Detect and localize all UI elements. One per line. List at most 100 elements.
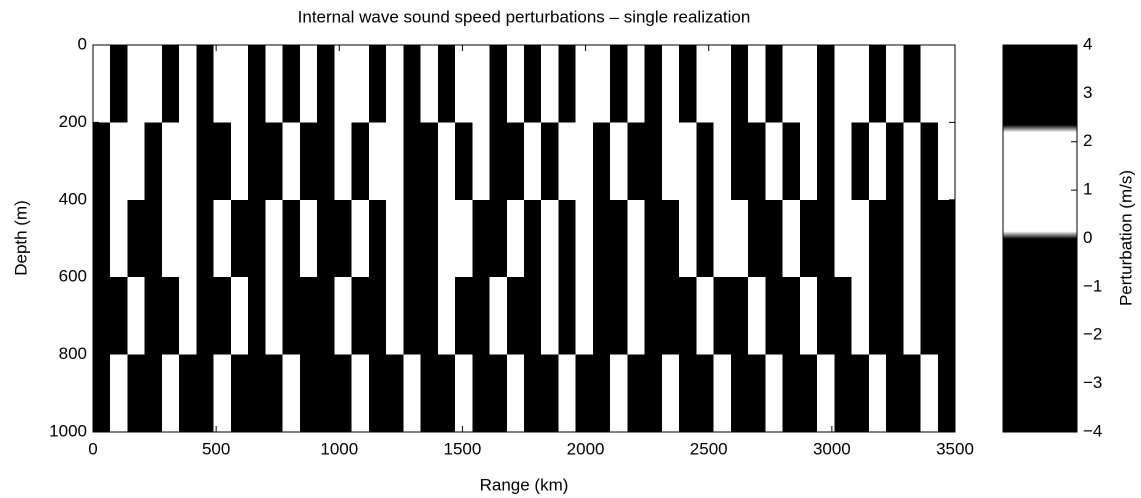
heatmap-cell xyxy=(93,122,111,201)
heatmap-cell xyxy=(937,45,956,123)
heatmap-cell xyxy=(455,45,473,123)
heatmap-cell xyxy=(592,199,611,278)
heatmap-cell xyxy=(541,45,559,123)
heatmap-cell xyxy=(713,277,732,356)
heatmap-cell xyxy=(420,354,439,433)
heatmap-cell xyxy=(265,277,284,356)
heatmap-cell xyxy=(713,199,732,278)
heatmap-cell xyxy=(489,354,508,433)
heatmap-cell xyxy=(610,45,628,123)
heatmap-cell xyxy=(368,122,387,201)
heatmap-cell xyxy=(127,277,146,356)
heatmap-cell xyxy=(713,45,732,123)
x-axis-label: Range (km) xyxy=(480,475,569,494)
heatmap-cell xyxy=(110,354,128,433)
colorbar-tick-label: 1 xyxy=(1083,180,1092,199)
heatmap-cell xyxy=(489,277,508,356)
x-tick-label: 2500 xyxy=(690,439,728,458)
heatmap-cell xyxy=(644,122,663,201)
heatmap-cell xyxy=(799,45,818,123)
heatmap-cell xyxy=(282,277,301,356)
heatmap-cell xyxy=(368,45,387,123)
heatmap-cell xyxy=(524,354,542,433)
heatmap-cell xyxy=(679,199,697,278)
heatmap-cell xyxy=(730,277,749,356)
heatmap-cell xyxy=(696,277,715,356)
heatmap-cell xyxy=(782,277,801,356)
heatmap-cell xyxy=(455,199,473,278)
heatmap-cell xyxy=(886,199,904,278)
heatmap-cell xyxy=(489,122,508,201)
heatmap-cell xyxy=(886,277,904,356)
heatmap-cell xyxy=(437,354,456,433)
heatmap-cell xyxy=(334,199,353,278)
heatmap-cell xyxy=(351,45,370,123)
heatmap-cell xyxy=(282,199,301,278)
heatmap-cell xyxy=(748,354,766,433)
heatmap-cell xyxy=(644,277,663,356)
heatmap-cell xyxy=(368,199,387,278)
heatmap-cell xyxy=(851,199,870,278)
heatmap-cell xyxy=(317,354,335,433)
heatmap-cell xyxy=(886,122,904,201)
heatmap-cell xyxy=(351,122,370,201)
heatmap-cell xyxy=(489,199,508,278)
heatmap-cell xyxy=(386,122,404,201)
heatmap-cell xyxy=(93,199,111,278)
x-tick-label: 1500 xyxy=(444,439,482,458)
heatmap-cell xyxy=(713,122,732,201)
heatmap-cell xyxy=(541,277,559,356)
heatmap-cell xyxy=(592,354,611,433)
heatmap-cell xyxy=(748,122,766,201)
colorbar-label: Perturbation (m/s) xyxy=(1116,170,1135,306)
heatmap-cell xyxy=(817,199,835,278)
colorbar-segment xyxy=(1003,124,1077,133)
heatmap-cell xyxy=(558,354,577,433)
heatmap-cell xyxy=(144,122,163,201)
colorbar-segment xyxy=(1003,132,1077,232)
heatmap-cell xyxy=(161,199,180,278)
heatmap-cell xyxy=(782,199,801,278)
heatmap-cell xyxy=(351,199,370,278)
heatmap-cell xyxy=(748,199,766,278)
heatmap-cell xyxy=(558,277,577,356)
heatmap-cell xyxy=(868,122,887,201)
heatmap-cell xyxy=(420,122,439,201)
heatmap-cell xyxy=(317,277,335,356)
heatmap-cell xyxy=(627,354,646,433)
heatmap-cell xyxy=(817,354,835,433)
heatmap-cell xyxy=(592,277,611,356)
heatmap-cell xyxy=(403,199,422,278)
heatmap-cell xyxy=(713,354,732,433)
colorbar-segment xyxy=(1003,231,1077,239)
y-tick-label: 0 xyxy=(78,34,87,53)
heatmap-cell xyxy=(506,199,525,278)
heatmap-cell xyxy=(610,277,628,356)
heatmap-cell xyxy=(351,354,370,433)
heatmap-cell xyxy=(834,199,853,278)
heatmap-cell xyxy=(179,354,197,433)
heatmap-cell xyxy=(610,354,628,433)
heatmap-cell xyxy=(437,277,456,356)
heatmap-cell xyxy=(765,199,784,278)
heatmap-cell xyxy=(299,354,318,433)
heatmap-cell xyxy=(127,45,146,123)
colorbar-tick-label: 4 xyxy=(1083,34,1092,53)
heatmap-cell xyxy=(782,45,801,123)
heatmap-cell xyxy=(368,354,387,433)
heatmap-cell xyxy=(213,277,232,356)
heatmap-cell xyxy=(403,122,422,201)
heatmap-cell xyxy=(317,122,335,201)
x-tick-label: 0 xyxy=(88,439,97,458)
heatmap-cell xyxy=(834,277,853,356)
heatmap-cell xyxy=(886,45,904,123)
heatmap-cell xyxy=(472,199,491,278)
heatmap-cell xyxy=(834,45,853,123)
heatmap-cell xyxy=(679,122,697,201)
y-tick-label: 400 xyxy=(59,189,87,208)
heatmap-cell xyxy=(213,199,232,278)
heatmap-cell xyxy=(248,199,266,278)
heatmap-cell xyxy=(265,122,284,201)
heatmap-cell xyxy=(679,354,697,433)
y-tick-label: 200 xyxy=(59,112,87,131)
